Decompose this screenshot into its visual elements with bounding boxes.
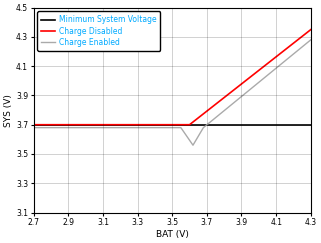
Charge Enabled xyxy=(202,126,205,129)
Charge Enabled xyxy=(32,126,36,129)
Y-axis label: SYS (V): SYS (V) xyxy=(4,94,13,127)
Line: Charge Disabled: Charge Disabled xyxy=(34,30,311,125)
Charge Enabled xyxy=(179,126,183,129)
X-axis label: BAT (V): BAT (V) xyxy=(156,230,189,239)
Charge Disabled xyxy=(187,123,191,126)
Charge Disabled xyxy=(309,28,313,31)
Charge Enabled xyxy=(191,144,195,147)
Charge Disabled xyxy=(32,123,36,126)
Legend: Minimum System Voltage, Charge Disabled, Charge Enabled: Minimum System Voltage, Charge Disabled,… xyxy=(38,11,160,51)
Line: Charge Enabled: Charge Enabled xyxy=(34,40,311,145)
Charge Enabled xyxy=(309,38,313,41)
